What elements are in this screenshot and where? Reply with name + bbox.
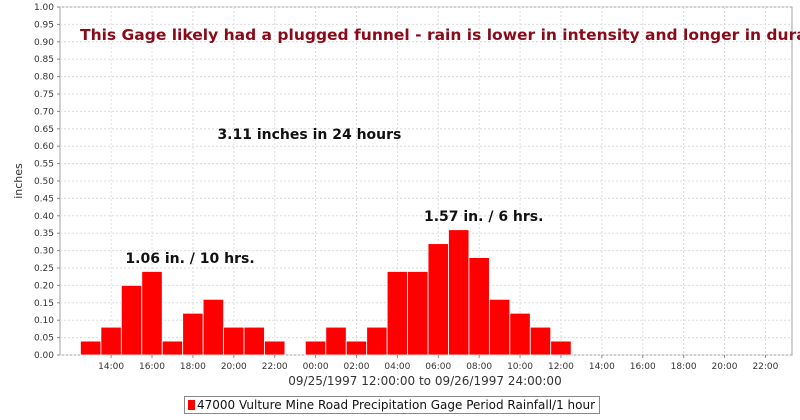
y-axis-ticks: 0.00 0.05 0.10 0.15 0.20 0.25 0.30 0.35 0.40 0.45…: [34, 3, 60, 361]
y-tick-label: 0.90: [34, 38, 54, 48]
y-tick-label: 0.35: [34, 229, 54, 239]
x-tick-label: 00:00: [303, 362, 329, 372]
rain-bar: [182, 312, 204, 356]
y-tick-label: 0.55: [34, 160, 54, 170]
legend: 47000 Vulture Mine Road Precipitation Ga…: [184, 396, 601, 414]
x-tick-label: 02:00: [344, 362, 370, 372]
rain-bar: [488, 298, 511, 356]
rain-bar: [529, 326, 552, 356]
rain-bar: [345, 340, 368, 356]
y-tick-label: 0.95: [34, 20, 54, 30]
rain-bar: [120, 284, 143, 356]
y-axis-label: inches: [12, 163, 25, 199]
rain-bar: [325, 326, 347, 356]
rain-bar: [427, 243, 449, 356]
x-tick-label: 14:00: [589, 362, 615, 372]
y-tick-label: 0.85: [34, 55, 54, 65]
rain-bar: [386, 271, 408, 356]
rain-bar: [509, 312, 531, 356]
rain-bar: [80, 340, 102, 356]
x-axis-label: 09/25/1997 12:00:00 to 09/26/1997 24:00:…: [288, 374, 561, 388]
y-tick-label: 0.80: [34, 73, 54, 83]
y-tick-label: 0.15: [34, 299, 54, 309]
x-tick-label: 16:00: [139, 362, 165, 372]
rain-bar: [141, 271, 163, 356]
annotation-label: 1.57 in. / 6 hrs.: [424, 209, 544, 225]
annotation-label: 1.06 in. / 10 hrs.: [125, 251, 254, 267]
y-tick-label: 0.10: [34, 316, 54, 326]
grid-lines: [60, 6, 792, 356]
rain-bar: [202, 298, 224, 356]
annotation-label: 3.11 inches in 24 hours: [217, 127, 401, 143]
y-tick-label: 0.70: [34, 107, 54, 117]
x-tick-label: 12:00: [548, 362, 574, 372]
x-axis-ticks: 14:00 16:00 18:00 20:00 22:00 00:00 02:00 04:00…: [98, 355, 779, 372]
x-tick-label: 06:00: [425, 362, 451, 372]
x-tick-label: 04:00: [384, 362, 410, 372]
annotations: 3.11 inches in 24 hours 1.06 in. / 10 hrs…: [125, 127, 543, 267]
x-tick-label: 18:00: [180, 362, 206, 372]
x-tick-label: 20:00: [712, 362, 738, 372]
y-tick-label: 0.05: [34, 334, 54, 344]
rain-bar: [366, 326, 388, 356]
chart-title: This Gage likely had a plugged funnel - …: [80, 26, 800, 44]
x-tick-label: 22:00: [752, 362, 778, 372]
rain-bar: [100, 326, 122, 356]
rain-bar: [264, 340, 286, 356]
rain-bar: [223, 326, 245, 356]
rain-bar: [161, 340, 184, 356]
rain-bar: [550, 340, 572, 356]
y-tick-label: 0.40: [34, 212, 54, 222]
legend-swatch: [188, 400, 195, 410]
y-tick-label: 0.60: [34, 142, 54, 152]
y-tick-label: 0.75: [34, 90, 54, 100]
x-tick-label: 20:00: [221, 362, 247, 372]
y-tick-label: 1.00: [34, 3, 54, 13]
rain-bar: [448, 229, 470, 356]
bars: [80, 229, 572, 356]
x-tick-label: 14:00: [98, 362, 124, 372]
rain-bar: [304, 340, 327, 356]
y-tick-label: 0.25: [34, 264, 54, 274]
x-tick-label: 22:00: [262, 362, 288, 372]
rain-bar: [407, 271, 429, 356]
x-tick-label: 08:00: [466, 362, 492, 372]
x-tick-label: 10:00: [507, 362, 533, 372]
y-tick-label: 0.50: [34, 177, 54, 187]
rain-bar: [468, 257, 490, 356]
rain-bar: [243, 326, 265, 356]
y-tick-label: 0.30: [34, 247, 54, 257]
y-tick-label: 0.20: [34, 281, 54, 291]
x-tick-label: 16:00: [630, 362, 656, 372]
y-tick-label: 0.65: [34, 125, 54, 135]
x-tick-label: 18:00: [671, 362, 697, 372]
y-tick-label: 0.45: [34, 194, 54, 204]
legend-label: 47000 Vulture Mine Road Precipitation Ga…: [197, 398, 596, 412]
y-tick-label: 0.00: [34, 351, 54, 361]
